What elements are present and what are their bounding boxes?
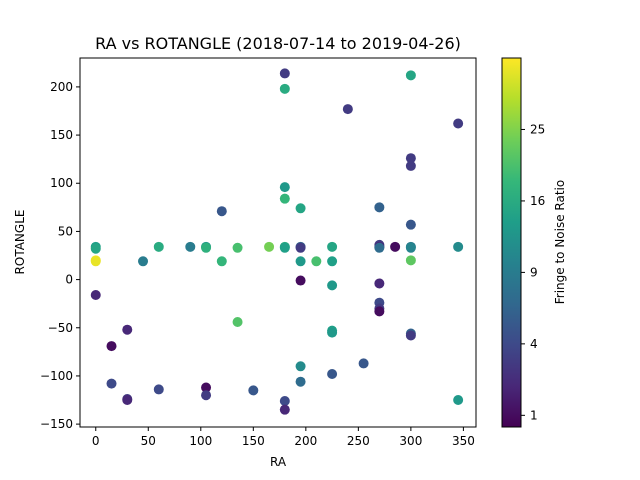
scatter-point xyxy=(405,330,416,341)
y-axis-ticks: −150 −100 −50 0 50 100 150 200 xyxy=(40,80,80,431)
scatter-point xyxy=(295,203,306,214)
scatter-point xyxy=(106,378,117,389)
scatter-point xyxy=(122,395,133,406)
scatter-point xyxy=(201,242,212,253)
scatter-point xyxy=(153,241,164,252)
scatter-point xyxy=(374,202,385,213)
scatter-point xyxy=(327,280,338,291)
scatter-point xyxy=(295,242,306,253)
y-tick-label: 150 xyxy=(50,128,73,142)
x-axis-ticks: 0 50 100 150 200 250 300 350 xyxy=(92,427,475,448)
colorbar xyxy=(501,57,522,428)
scatter-point xyxy=(327,256,338,267)
scatter-point xyxy=(390,241,401,252)
colorbar-tick-label: 1 xyxy=(530,408,538,422)
chart-title: RA vs ROTANGLE (2018-07-14 to 2019-04-26… xyxy=(95,34,461,53)
y-tick-label: 0 xyxy=(65,273,73,287)
scatter-point xyxy=(185,241,196,252)
y-tick-label: −100 xyxy=(40,369,73,383)
y-tick-label: 200 xyxy=(50,80,73,94)
x-axis-title: RA xyxy=(270,455,287,469)
scatter-point xyxy=(90,290,101,301)
scatter-point xyxy=(216,206,227,217)
plot-frame xyxy=(79,57,477,428)
scatter-point xyxy=(295,361,306,372)
scatter-point xyxy=(374,306,385,317)
y-tick-label: 50 xyxy=(58,224,73,238)
y-tick-label: −150 xyxy=(40,417,73,431)
scatter-point xyxy=(311,256,322,267)
scatter-point xyxy=(453,118,464,129)
scatter-point xyxy=(327,241,338,252)
scatter-point xyxy=(405,70,416,81)
scatter-point xyxy=(279,395,290,406)
scatter-point xyxy=(138,256,149,267)
scatter-point xyxy=(405,242,416,253)
scatter-point xyxy=(90,256,101,267)
scatter-point xyxy=(295,256,306,267)
x-tick-label: 50 xyxy=(141,434,156,448)
scatter-point xyxy=(122,324,133,335)
scatter-point xyxy=(264,241,275,252)
scatter-point xyxy=(453,395,464,406)
scatter-point xyxy=(248,385,259,396)
colorbar-tick-label: 9 xyxy=(530,265,538,279)
points-layer xyxy=(90,68,464,415)
scatter-point xyxy=(374,278,385,289)
scatter-point xyxy=(106,341,117,352)
scatter-point xyxy=(405,153,416,164)
scatter-point xyxy=(201,382,212,393)
colorbar-ticks: 1 4 9 16 25 xyxy=(521,122,545,422)
scatter-point xyxy=(216,256,227,267)
scatter-point xyxy=(295,275,306,286)
scatter-point xyxy=(405,219,416,230)
scatter-point xyxy=(342,104,353,115)
x-tick-label: 0 xyxy=(92,434,100,448)
scatter-point xyxy=(279,404,290,415)
x-tick-label: 300 xyxy=(399,434,422,448)
x-tick-label: 250 xyxy=(347,434,370,448)
x-tick-label: 350 xyxy=(452,434,475,448)
scatter-point xyxy=(405,160,416,171)
scatter-point xyxy=(279,83,290,94)
scatter-point xyxy=(374,242,385,253)
y-tick-label: −50 xyxy=(48,321,73,335)
scatter-point xyxy=(405,255,416,266)
scatter-point xyxy=(232,242,243,253)
colorbar-tick-label: 16 xyxy=(530,194,545,208)
colorbar-title: Fringe to Noise Ratio xyxy=(553,180,567,305)
scatter-point xyxy=(232,316,243,327)
scatter-point xyxy=(279,68,290,79)
scatter-point xyxy=(295,376,306,387)
scatter-point xyxy=(279,242,290,253)
scatter-point xyxy=(327,369,338,380)
scatter-point xyxy=(153,384,164,395)
scatter-point xyxy=(453,241,464,252)
scatter-point xyxy=(90,243,101,254)
scatter-point xyxy=(358,358,369,369)
x-tick-label: 100 xyxy=(189,434,212,448)
scatter-point xyxy=(279,182,290,193)
colorbar-tick-label: 4 xyxy=(530,337,538,351)
colorbar-tick-label: 25 xyxy=(530,122,545,136)
x-tick-label: 200 xyxy=(294,434,317,448)
y-axis-title: ROTANGLE xyxy=(13,210,27,275)
x-tick-label: 150 xyxy=(242,434,265,448)
scatter-point xyxy=(327,327,338,338)
scatter-point xyxy=(279,193,290,204)
scatter-point xyxy=(201,390,212,401)
y-tick-label: 100 xyxy=(50,176,73,190)
